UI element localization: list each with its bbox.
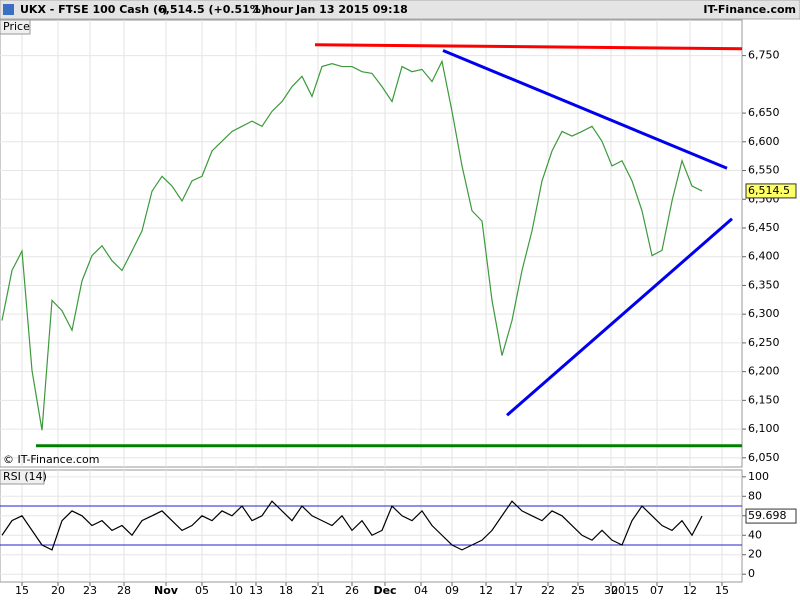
y-tick-label: 6,550 — [748, 164, 780, 177]
x-tick-label: Dec — [373, 584, 396, 597]
series-line — [1, 59, 703, 431]
x-tick-label: 07 — [650, 584, 664, 597]
icon — [3, 4, 14, 15]
trend-line — [442, 49, 728, 170]
panel-title: RSI (14) — [3, 470, 47, 483]
header-bar — [0, 0, 800, 20]
source: IT-Finance.com — [703, 3, 796, 16]
x-tick-label: 04 — [414, 584, 428, 597]
timestamp: Jan 13 2015 09:18 — [295, 3, 408, 16]
y-tick-label: 0 — [748, 567, 755, 580]
x-tick-label: 10 — [229, 584, 243, 597]
panel-title-box — [0, 469, 45, 485]
x-tick-label: 12 — [479, 584, 493, 597]
symbol: UKX - FTSE 100 Cash (-) — [20, 3, 168, 16]
y-tick-label: 20 — [748, 548, 762, 561]
x-tick-label: 20 — [51, 584, 65, 597]
period: 1 hour — [253, 3, 294, 16]
y-tick-label: 6,100 — [748, 422, 780, 435]
panel-title-box — [0, 19, 31, 35]
x-tick-label: 05 — [195, 584, 209, 597]
last-value-label: 59.698 — [748, 509, 787, 522]
y-tick-label: 6,200 — [748, 365, 780, 378]
y-tick-label: 6,150 — [748, 393, 780, 406]
x-tick-label: 26 — [345, 584, 359, 597]
panel-title: Price — [3, 20, 30, 33]
y-tick-label: 6,300 — [748, 307, 780, 320]
last-value-label: 6,514.5 — [748, 184, 790, 197]
x-tick-label: 28 — [117, 584, 131, 597]
x-tick-label: 09 — [445, 584, 459, 597]
x-tick-label: 18 — [279, 584, 293, 597]
x-tick-label: 15 — [15, 584, 29, 597]
x-tick-label: 23 — [83, 584, 97, 597]
trend-line — [506, 217, 733, 417]
trend-line — [314, 43, 743, 51]
x-tick-label: 21 — [311, 584, 325, 597]
x-tick-label: 22 — [541, 584, 555, 597]
x-tick-label: 13 — [249, 584, 263, 597]
x-tick-label: 15 — [715, 584, 729, 597]
y-tick-label: 6,600 — [748, 135, 780, 148]
y-tick-label: 6,450 — [748, 221, 780, 234]
y-tick-label: 6,400 — [748, 250, 780, 263]
x-tick-label: Nov — [154, 584, 179, 597]
header: UKX - FTSE 100 Cash (-) 6,514.5 (+0.51%)… — [0, 0, 800, 20]
y-tick-label: 6,250 — [748, 336, 780, 349]
series-line — [1, 500, 703, 551]
y-tick-label: 6,050 — [748, 451, 780, 464]
x-tick-label: 25 — [571, 584, 585, 597]
x-tick-label: 17 — [509, 584, 523, 597]
panel — [0, 469, 743, 583]
y-tick-label: 80 — [748, 489, 762, 502]
watermark: © IT-Finance.com — [3, 453, 100, 466]
y-tick-label: 40 — [748, 528, 762, 541]
y-tick-label: 100 — [748, 470, 769, 483]
x-tick-label: 30 — [604, 584, 618, 597]
last-value-box — [745, 508, 797, 524]
x-tick-label: 2015 — [611, 584, 639, 597]
quote: 6,514.5 (+0.51%) — [158, 3, 266, 16]
x-tick-label: 12 — [683, 584, 697, 597]
last-value-box — [745, 183, 797, 199]
y-tick-label: 6,350 — [748, 278, 780, 291]
y-tick-label: 6,750 — [748, 49, 780, 62]
y-tick-label: 6,650 — [748, 106, 780, 119]
